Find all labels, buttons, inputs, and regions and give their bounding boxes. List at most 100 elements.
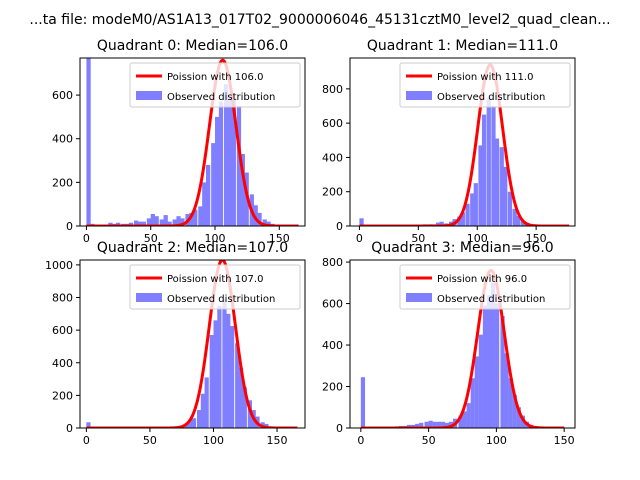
histogram-bar: [242, 387, 247, 428]
histogram-bar: [436, 421, 441, 428]
legend-box: [129, 62, 301, 108]
histogram-bar: [167, 221, 172, 226]
histogram-bar: [473, 183, 478, 226]
legend-box: [129, 264, 301, 310]
histogram-bar: [500, 316, 505, 428]
histogram-bar: [206, 164, 211, 226]
histogram-bar: [231, 97, 236, 226]
histogram-bar: [108, 222, 113, 226]
x-tick-label: 100: [205, 232, 226, 245]
legend: Poission with 107.0 Observed distribution: [129, 264, 301, 310]
subplot-quadrant-0: 0 50 100 150 0 200 400 600 Poission with 106.0 Ob…: [52, 38, 306, 245]
histogram-bar: [465, 203, 470, 226]
histogram-bar: [238, 367, 244, 428]
subplot-title: Quadrant 1: Median=111.0: [367, 38, 558, 54]
subplot-quadrant-1: 0 50 100 150 0 200 400 600 800 Poission with 111.…: [322, 38, 576, 245]
axes-frame: [79, 259, 306, 429]
histogram-bar: [262, 219, 267, 226]
histogram-bar: [217, 305, 222, 428]
histogram-bar: [213, 320, 218, 428]
histogram-bar: [226, 313, 231, 428]
x-tick-label: 100: [203, 434, 224, 447]
histogram-bar: [462, 411, 467, 428]
legend-box: [399, 62, 571, 108]
y-tick-label: 600: [322, 117, 343, 130]
histogram-bar: [460, 212, 465, 226]
x-tick-label: 150: [267, 434, 288, 447]
histogram-bar: [470, 378, 475, 428]
histogram-bar: [470, 193, 475, 226]
histogram-bar: [360, 377, 366, 428]
histogram-bar: [227, 97, 233, 226]
x-tick-label: 50: [411, 232, 425, 245]
subplot-title: Quadrant 0: Median=106.0: [97, 38, 288, 54]
axes-frame: [79, 57, 306, 227]
histogram-bar: [128, 222, 134, 226]
subplot-quadrant-3: 0 50 100 150 0 200 400 600 800 Poission with 96.0…: [322, 240, 576, 447]
y-tick-label: 600: [52, 324, 73, 337]
histogram-bar: [444, 422, 450, 428]
histogram-bar: [494, 138, 500, 226]
histogram-bar: [490, 282, 496, 428]
histogram-bars: [359, 97, 547, 226]
histogram-bar: [478, 334, 483, 428]
histogram-bar: [154, 216, 159, 226]
legend-patch-swatch: [406, 91, 432, 100]
histogram-bar: [432, 421, 437, 428]
histogram-bar: [257, 212, 262, 226]
y-tick-label: 200: [52, 176, 73, 189]
subplot-title: Quadrant 3: Median=96.0: [371, 240, 553, 256]
legend-label-fit: Poission with 107.0: [167, 274, 263, 285]
legend-label-fit: Poission with 96.0: [437, 274, 527, 285]
legend-patch-swatch: [406, 293, 432, 302]
y-tick-label: 400: [322, 339, 343, 352]
histogram-bar: [481, 114, 487, 226]
histogram-bar: [218, 101, 224, 226]
x-tick-label: 50: [422, 434, 436, 447]
histogram-bar: [176, 216, 181, 226]
histogram-bar: [516, 407, 521, 428]
poisson-fit-line: [85, 58, 300, 226]
histogram-bar: [184, 424, 189, 428]
histogram-bar: [406, 424, 412, 428]
x-tick-label: 150: [526, 232, 547, 245]
x-tick-label: 50: [144, 232, 158, 245]
y-tick-label: 800: [322, 256, 343, 269]
histogram-bar: [507, 191, 513, 226]
legend-patch-swatch: [136, 91, 162, 100]
histogram-bar: [137, 221, 143, 226]
legend-label-observed: Observed distribution: [167, 92, 275, 103]
histogram-bar: [150, 214, 155, 226]
histogram-bar: [200, 393, 205, 428]
histogram-bar: [215, 116, 220, 226]
legend-patch-swatch: [136, 293, 162, 302]
histogram-bar: [516, 215, 521, 226]
histogram-bar: [499, 147, 504, 226]
x-tick-label: 100: [467, 232, 488, 245]
histogram-bar: [180, 218, 185, 226]
histogram-bar: [253, 205, 258, 226]
histogram-bar: [209, 335, 214, 428]
histogram-bar: [457, 216, 462, 226]
histogram-bar: [359, 218, 364, 226]
histogram-bars: [360, 282, 547, 428]
x-tick-label: 0: [83, 232, 90, 245]
y-tick-label: 200: [322, 381, 343, 394]
histogram-bar: [520, 220, 526, 226]
legend-label-observed: Observed distribution: [437, 92, 545, 103]
histogram-bar: [428, 420, 433, 428]
x-tick-label: 0: [357, 434, 364, 447]
legend-label-fit: Poission with 106.0: [167, 72, 263, 83]
poisson-fit-line: [85, 260, 299, 428]
axes-frame: [349, 259, 576, 429]
legend: Poission with 96.0 Observed distribution: [399, 264, 571, 310]
histogram-bar: [508, 378, 513, 428]
y-tick-label: 0: [66, 422, 73, 435]
histogram-bar: [141, 221, 146, 226]
histogram-bar: [116, 222, 121, 226]
histogram-bar: [222, 299, 227, 428]
histogram-bar: [424, 421, 429, 428]
y-tick-label: 800: [322, 83, 343, 96]
figure-suptitle: ...ta file: modeM0/AS1A13_017T02_9000006…: [29, 12, 610, 28]
